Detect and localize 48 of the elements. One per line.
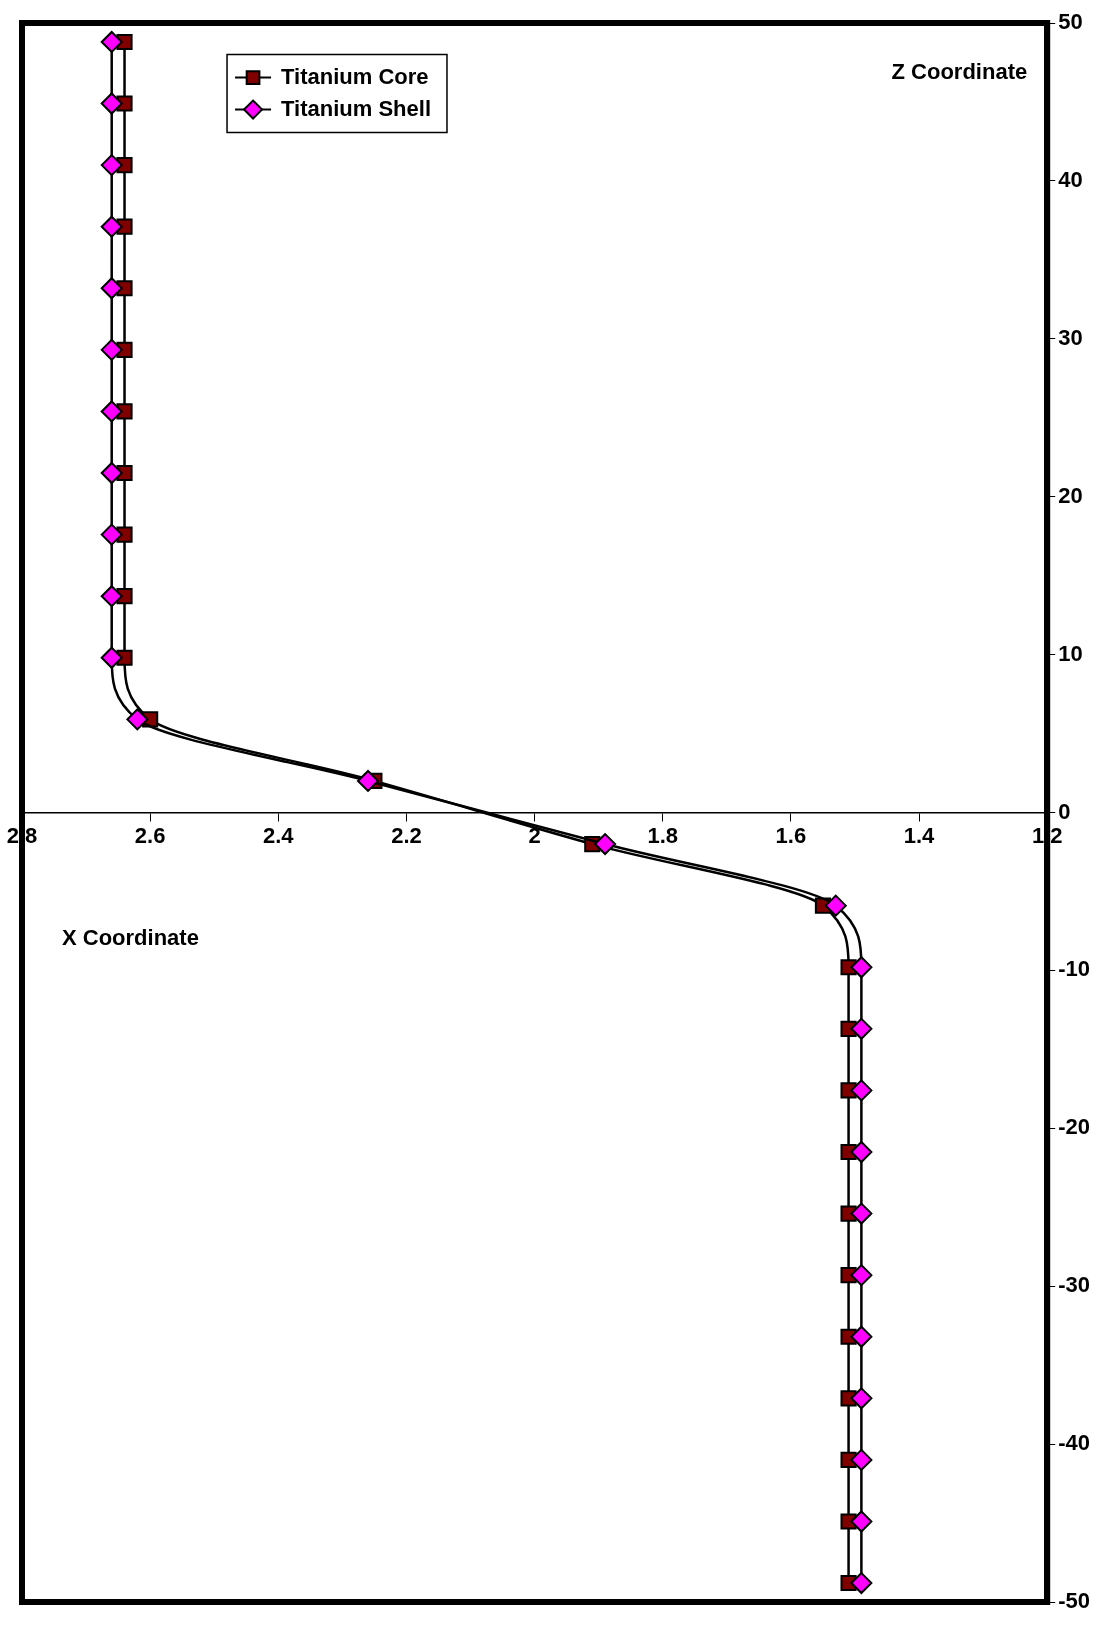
x-tick-label: 1.8: [647, 822, 679, 848]
point: [100, 277, 123, 300]
y-tick-label: 50: [1058, 9, 1083, 35]
y-tick-label: -20: [1058, 1114, 1090, 1140]
point: [100, 215, 123, 238]
y-tick-label: -10: [1058, 956, 1090, 982]
y-tick-label: 20: [1058, 482, 1083, 508]
y-tick-label: 0: [1058, 798, 1071, 824]
point: [850, 1079, 873, 1102]
point: [850, 1387, 873, 1410]
point: [594, 833, 617, 856]
point: [850, 956, 873, 979]
x-tick-label: 2.6: [134, 822, 166, 848]
point: [100, 92, 123, 115]
y-tick-label: -50: [1058, 1588, 1090, 1614]
point: [100, 585, 123, 608]
y-tick-label: 30: [1058, 324, 1083, 350]
point: [357, 769, 380, 792]
point: [824, 894, 847, 917]
point: [850, 1202, 873, 1225]
point: [126, 708, 149, 731]
point: [850, 1325, 873, 1348]
x-tick-label: 1.6: [775, 822, 807, 848]
x-tick-label: 1.4: [903, 822, 936, 848]
point: [100, 154, 123, 177]
point: [100, 462, 123, 485]
x-tick-label: 2.4: [263, 822, 295, 848]
point: [100, 523, 123, 546]
y-tick-label: -40: [1058, 1430, 1090, 1456]
x-axis-title: X Coordinate: [62, 924, 199, 950]
x-tick-label: 2.2: [391, 822, 422, 848]
point: [100, 646, 123, 669]
point: [850, 1572, 873, 1595]
y-tick-label: 10: [1058, 640, 1083, 666]
y-tick-label: 40: [1058, 166, 1083, 192]
point: [850, 1510, 873, 1533]
point: [850, 1264, 873, 1287]
point: [100, 400, 123, 423]
point: [850, 1017, 873, 1040]
y-tick-label: -30: [1058, 1272, 1090, 1298]
point: [100, 30, 123, 53]
point: [850, 1448, 873, 1471]
x-tick-label: 2: [528, 822, 541, 848]
point: [850, 1140, 873, 1163]
legend-label: Titanium Shell: [281, 95, 431, 121]
legend-label: Titanium Core: [281, 63, 429, 89]
y-axis-title: Z Coordinate: [891, 59, 1028, 85]
point: [100, 338, 123, 361]
